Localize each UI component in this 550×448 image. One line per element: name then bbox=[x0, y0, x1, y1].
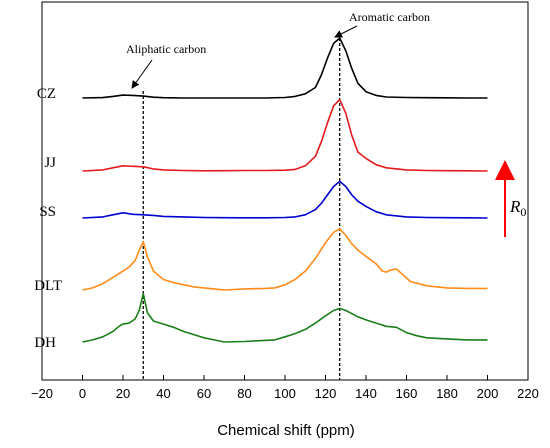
x-tick-label: 100 bbox=[274, 386, 296, 401]
x-tick-label: 140 bbox=[355, 386, 377, 401]
x-tick-label: 120 bbox=[315, 386, 337, 401]
series-label-dh: DH bbox=[34, 335, 56, 351]
aliphatic-annotation-arrow bbox=[131, 59, 153, 89]
x-tick-label: 200 bbox=[477, 386, 499, 401]
series-line-ss bbox=[82, 180, 488, 219]
aromatic-annotation-arrow bbox=[334, 25, 358, 38]
x-tick-label: 80 bbox=[237, 386, 251, 401]
series-label-ss: SS bbox=[39, 204, 56, 220]
x-tick-label: 220 bbox=[517, 386, 539, 401]
aromatic-carbon-annotation: Aromatic carbon bbox=[349, 10, 430, 24]
series-label-dlt: DLT bbox=[34, 278, 62, 294]
series-line-cz bbox=[82, 37, 488, 99]
series-label-cz: CZ bbox=[37, 86, 56, 102]
aliphatic-carbon-annotation: Aliphatic carbon bbox=[126, 42, 206, 56]
x-axis-title: Chemical shift (ppm) bbox=[217, 422, 355, 439]
x-tick-label: 60 bbox=[197, 386, 211, 401]
x-tick-label: 0 bbox=[79, 386, 86, 401]
r0-label: R0 bbox=[509, 197, 526, 219]
x-tick-label: 20 bbox=[116, 386, 130, 401]
series-line-dh bbox=[82, 292, 488, 343]
reference-lines bbox=[142, 38, 341, 380]
x-tick-label: −20 bbox=[31, 386, 53, 401]
x-axis-ticks: −20 0 20 40 60 80 100 120 140 160 180 200 220 bbox=[31, 375, 539, 401]
plot-frame bbox=[41, 1, 529, 381]
x-tick-label: 40 bbox=[156, 386, 170, 401]
series-label-jj: JJ bbox=[44, 155, 56, 171]
x-tick-label: 180 bbox=[436, 386, 458, 401]
series-line-jj bbox=[82, 98, 488, 172]
series-line-dlt bbox=[82, 228, 488, 291]
x-tick-label: 160 bbox=[396, 386, 418, 401]
spectra-series bbox=[82, 37, 488, 343]
series-labels: CZ JJ SS DLT DH bbox=[34, 86, 62, 351]
